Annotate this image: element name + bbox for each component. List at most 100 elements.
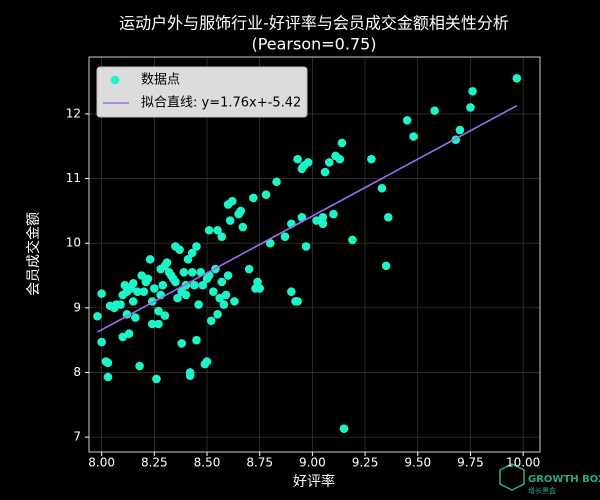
data-point [225, 216, 235, 225]
watermark-sub: 增长黑盒 [528, 486, 556, 495]
data-point [181, 290, 191, 300]
data-point [206, 316, 216, 326]
data-point [255, 284, 265, 293]
data-point [236, 206, 246, 216]
data-point [187, 248, 197, 258]
data-point [297, 213, 307, 222]
data-point [128, 278, 138, 288]
data-point [381, 261, 391, 271]
data-point [103, 358, 113, 368]
data-point [160, 311, 170, 320]
data-point [230, 297, 239, 306]
data-point [162, 258, 172, 267]
data-point [137, 271, 146, 280]
data-point [468, 86, 477, 96]
watermark: GROWTH BOX 增长黑盒 [499, 463, 600, 495]
legend-marker [110, 75, 120, 85]
data-point [219, 300, 229, 309]
data-point [103, 372, 113, 382]
data-point [337, 138, 347, 148]
data-point [318, 213, 328, 222]
data-point [93, 311, 102, 321]
data-point [221, 290, 231, 300]
data-point [133, 287, 142, 296]
data-point [367, 154, 376, 164]
data-point [512, 74, 522, 83]
y-tick-label: 9 [73, 300, 81, 314]
data-point [124, 329, 134, 338]
data-point [97, 337, 106, 347]
data-point [329, 209, 338, 219]
data-point [213, 309, 222, 319]
data-point [213, 225, 222, 235]
y-tick-label: 8 [73, 365, 81, 379]
data-point [190, 280, 199, 290]
data-point [173, 293, 182, 303]
data-point [383, 213, 393, 222]
data-point [185, 371, 195, 381]
data-point [175, 245, 184, 254]
y-tick-label: 7 [73, 430, 81, 444]
data-point [128, 297, 138, 306]
data-point [320, 167, 330, 177]
data-point [402, 116, 412, 125]
data-point [335, 154, 345, 164]
data-point [272, 177, 281, 187]
data-point [150, 284, 159, 293]
data-point [143, 274, 153, 284]
x-tick-label: 8.25 [141, 456, 168, 470]
x-tick-label: 10.00 [506, 456, 540, 470]
data-point [171, 277, 180, 287]
data-point [154, 319, 163, 329]
x-tick-label: 8.50 [194, 456, 221, 470]
data-point [430, 106, 439, 115]
data-point [177, 339, 187, 348]
data-point [324, 158, 334, 167]
data-point [223, 271, 233, 280]
data-point [209, 287, 218, 296]
data-point [192, 335, 201, 345]
y-tick-label: 10 [66, 236, 81, 250]
plot-frame [88, 56, 541, 453]
data-point [120, 280, 130, 290]
data-point [179, 267, 189, 277]
data-point [303, 158, 313, 167]
data-point [139, 287, 149, 296]
data-point [204, 225, 214, 235]
y-axis-label: 会员成交金额 [25, 212, 42, 296]
chart-title: 运动户外与服饰行业-好评率与会员成交金额相关性分析 [119, 14, 509, 33]
data-point [339, 424, 349, 434]
data-point [118, 332, 128, 342]
data-point [228, 196, 237, 206]
data-point [280, 232, 290, 242]
data-point [97, 289, 106, 298]
data-point [135, 361, 144, 371]
x-tick-label: 9.75 [457, 456, 484, 470]
data-point [183, 255, 193, 264]
data-point [131, 313, 140, 322]
data-point [152, 374, 161, 384]
chart-subtitle: (Pearson=0.75) [251, 35, 376, 54]
x-tick-label: 9.50 [404, 456, 431, 470]
data-point [154, 306, 163, 316]
data-point [147, 319, 157, 329]
data-point [312, 216, 321, 225]
data-point [217, 277, 227, 287]
legend-label: 数据点 [141, 73, 180, 88]
x-tick-label: 8.00 [88, 456, 115, 470]
x-tick-label: 9.00 [299, 456, 326, 470]
legend-label: 拟合直线: y=1.76x+-5.42 [141, 96, 301, 111]
fit-line [97, 104, 518, 333]
data-point [145, 255, 155, 264]
data-point [377, 183, 387, 193]
x-tick-label: 8.75 [246, 456, 273, 470]
data-point [301, 242, 311, 251]
data-point [215, 293, 224, 303]
data-point [265, 238, 275, 248]
data-point [217, 232, 227, 242]
data-point [192, 242, 201, 251]
data-point [244, 264, 254, 274]
data-point [293, 297, 302, 306]
